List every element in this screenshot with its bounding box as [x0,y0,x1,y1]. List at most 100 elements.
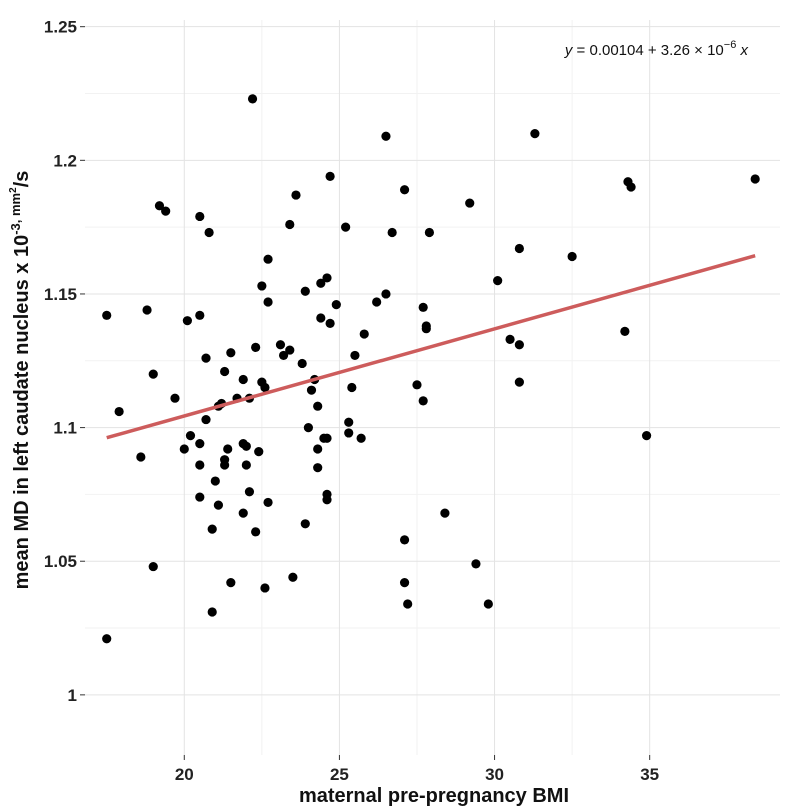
data-point [316,313,326,323]
data-point [412,380,422,390]
data-point [195,492,205,502]
data-points [102,94,760,644]
data-point [220,460,230,470]
data-point [514,243,524,254]
data-point [641,431,652,441]
data-point [226,578,236,588]
data-point [195,310,205,320]
data-point [424,227,434,238]
y-axis-title: mean MD in left caudate nucleus x 10-3, … [8,171,33,590]
data-point [483,599,493,609]
data-point [102,310,112,320]
y-tick-label: 1.15 [44,285,77,304]
data-point [465,198,475,208]
data-point [300,519,310,529]
data-point [244,487,255,497]
data-point [285,219,295,230]
data-point [300,286,310,296]
equation-label: y = 0.00104 + 3.26 × 10−6 x [564,39,749,59]
data-point [223,444,233,454]
y-axis-ticks: 1 1.05 1.1 1.15 1.2 1.25 [44,18,85,705]
data-point [247,94,258,104]
data-point [418,302,428,312]
data-point [136,452,146,462]
data-point [204,227,214,238]
data-point [505,334,515,344]
data-point [254,447,264,457]
data-point [195,460,205,470]
data-point [325,318,335,328]
data-point [567,251,577,262]
data-point [387,227,397,238]
data-point [161,206,171,216]
data-point [260,583,270,593]
data-point [344,417,354,427]
data-point [102,634,112,644]
data-point [331,300,341,310]
data-point [170,393,180,403]
data-point [201,414,211,425]
data-point [418,396,428,406]
data-point [251,342,261,353]
data-point [220,366,230,377]
data-point [381,289,391,299]
data-point [226,348,236,358]
y-tick-label: 1.05 [44,552,77,571]
data-point [316,278,326,288]
data-point [238,374,248,385]
data-point [381,131,391,141]
data-point [313,463,323,473]
data-point [185,431,196,441]
data-point [626,182,636,192]
data-point [750,174,760,184]
data-point [403,599,413,609]
data-point [238,508,248,518]
data-point [347,382,357,393]
data-point [620,326,630,336]
data-point [297,358,307,369]
data-point [263,254,273,264]
data-point [285,345,295,355]
data-point [313,401,323,411]
regression-line [106,254,756,440]
data-point [263,497,273,508]
data-point [344,428,354,438]
y-tick-label: 1 [68,686,77,705]
x-tick-label: 20 [175,765,194,784]
data-point [241,441,251,451]
data-point [148,369,158,379]
data-point [114,406,124,417]
data-point [372,297,382,307]
data-point [260,382,270,393]
x-axis-ticks: 20 25 30 35 [175,755,659,784]
data-point [399,578,410,588]
x-tick-label: 25 [330,765,349,784]
data-point [148,561,158,572]
data-point [325,171,335,181]
data-point [471,559,481,569]
data-point [313,444,323,454]
data-point [278,350,289,361]
data-point [201,353,211,363]
data-point [207,607,217,617]
x-tick-label: 35 [640,765,659,784]
data-point [514,377,524,387]
data-point [142,305,152,315]
data-point [179,444,189,454]
data-point [241,460,251,470]
data-point [303,422,313,433]
data-point [322,495,332,505]
y-tick-label: 1.2 [53,151,77,170]
data-point [421,324,431,334]
data-point [356,433,366,443]
data-point [288,572,298,582]
data-point [210,476,220,486]
y-tick-label: 1.1 [53,419,77,438]
data-point [399,535,410,545]
data-point [263,297,273,307]
data-point [322,433,332,443]
x-tick-label: 30 [485,765,504,784]
data-point [350,350,360,361]
data-point [207,524,217,534]
data-point [154,201,165,211]
